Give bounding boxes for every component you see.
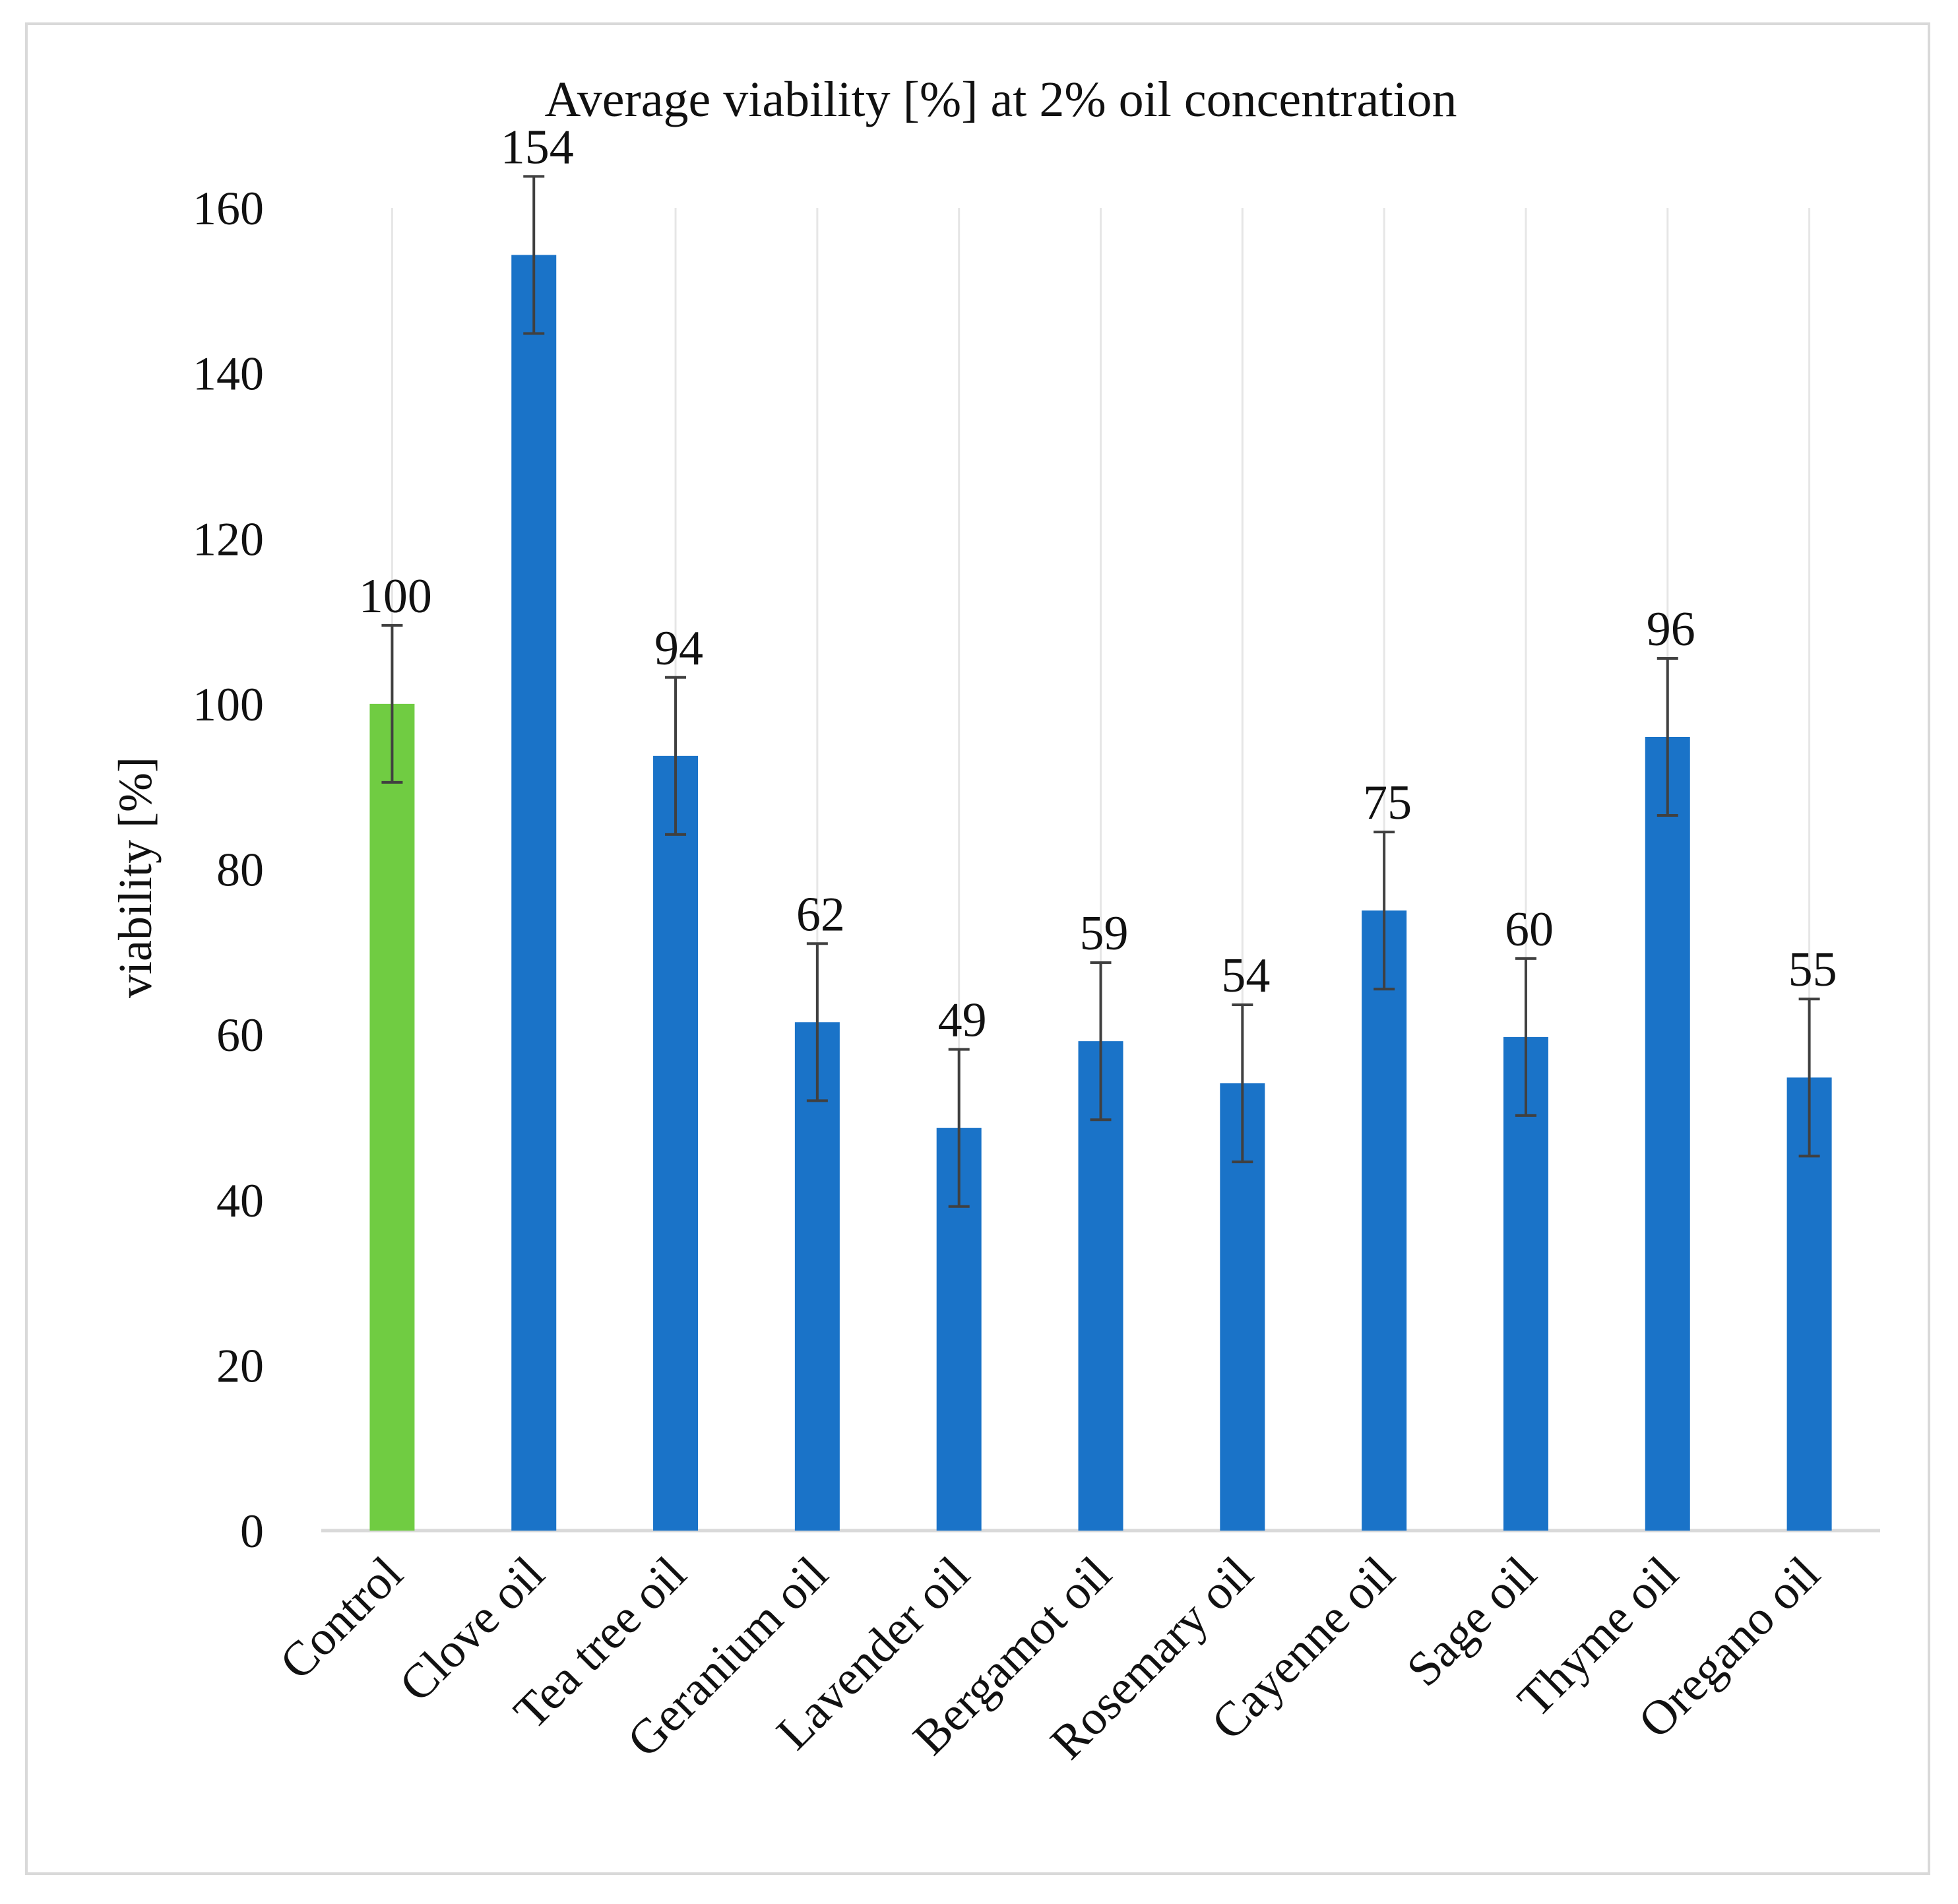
- x-category-label-0: Control: [270, 1546, 414, 1690]
- data-label-6: 54: [1221, 949, 1270, 1003]
- data-label-1: 154: [501, 120, 574, 174]
- data-labels: 100 154 94 62 49 59 54 75 60 96 55: [359, 120, 1837, 1047]
- data-label-5: 59: [1080, 906, 1129, 961]
- bar-3: [794, 1022, 840, 1531]
- bar-7: [1362, 910, 1407, 1531]
- bar-9: [1645, 737, 1690, 1531]
- y-tick-label-120: 120: [193, 513, 264, 565]
- data-label-2: 94: [654, 621, 703, 676]
- y-tick-labels: 0 20 40 60 80 100 120 140 160: [193, 182, 264, 1558]
- bar-8: [1503, 1036, 1548, 1531]
- y-axis-title: viability [%]: [109, 757, 162, 998]
- data-label-9: 96: [1647, 602, 1695, 656]
- y-tick-label-100: 100: [193, 678, 264, 731]
- y-tick-label-140: 140: [193, 348, 264, 400]
- y-tick-label-160: 160: [193, 182, 264, 235]
- bar-2: [653, 755, 699, 1531]
- y-tick-label-80: 80: [216, 844, 264, 897]
- chart-title: Average viability [%] at 2% oil concentr…: [545, 72, 1457, 127]
- data-label-0: 100: [359, 569, 432, 623]
- y-tick-label-60: 60: [216, 1009, 264, 1062]
- y-tick-label-40: 40: [216, 1174, 264, 1227]
- bar-1: [511, 255, 557, 1531]
- chart-frame: [25, 22, 1930, 1875]
- bar-0: [369, 703, 415, 1531]
- error-bars: [381, 175, 1820, 1208]
- bar-5: [1078, 1041, 1123, 1531]
- data-label-7: 75: [1363, 776, 1412, 830]
- data-label-3: 62: [796, 887, 845, 941]
- data-label-10: 55: [1788, 943, 1837, 997]
- data-label-4: 49: [938, 994, 987, 1048]
- y-tick-label-20: 20: [216, 1339, 264, 1392]
- bars: [369, 255, 1832, 1531]
- data-label-8: 60: [1505, 903, 1554, 957]
- y-tick-label-0: 0: [240, 1505, 264, 1558]
